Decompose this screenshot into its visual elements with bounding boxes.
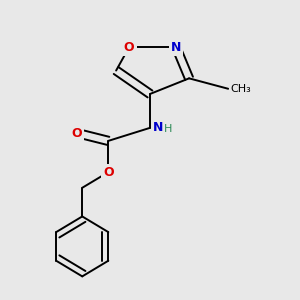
Text: H: H [164, 124, 173, 134]
Text: N: N [171, 40, 181, 54]
Text: O: O [103, 166, 114, 178]
Text: CH₃: CH₃ [231, 84, 251, 94]
Text: O: O [124, 40, 134, 54]
Text: O: O [72, 127, 83, 140]
Text: N: N [153, 122, 163, 134]
